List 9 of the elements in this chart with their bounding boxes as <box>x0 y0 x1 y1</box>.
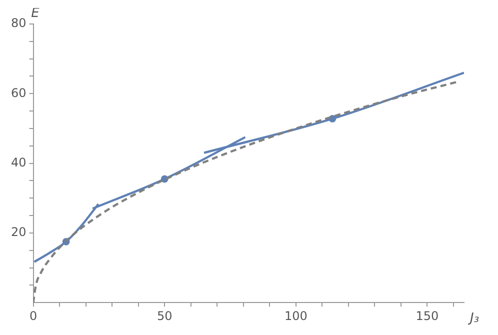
x-tick-label: 150 <box>416 308 439 323</box>
y-tick-label: 60 <box>10 86 26 100</box>
x-tick-label: 50 <box>156 308 172 323</box>
x-axis-title: J₃ <box>467 310 480 326</box>
y-tick-label: 80 <box>10 16 26 30</box>
x-tick-label: 0 <box>29 308 38 323</box>
y-tick-label: 40 <box>10 155 26 170</box>
x-tick-label: 100 <box>284 308 308 323</box>
y-tick-label: 20 <box>10 225 26 240</box>
